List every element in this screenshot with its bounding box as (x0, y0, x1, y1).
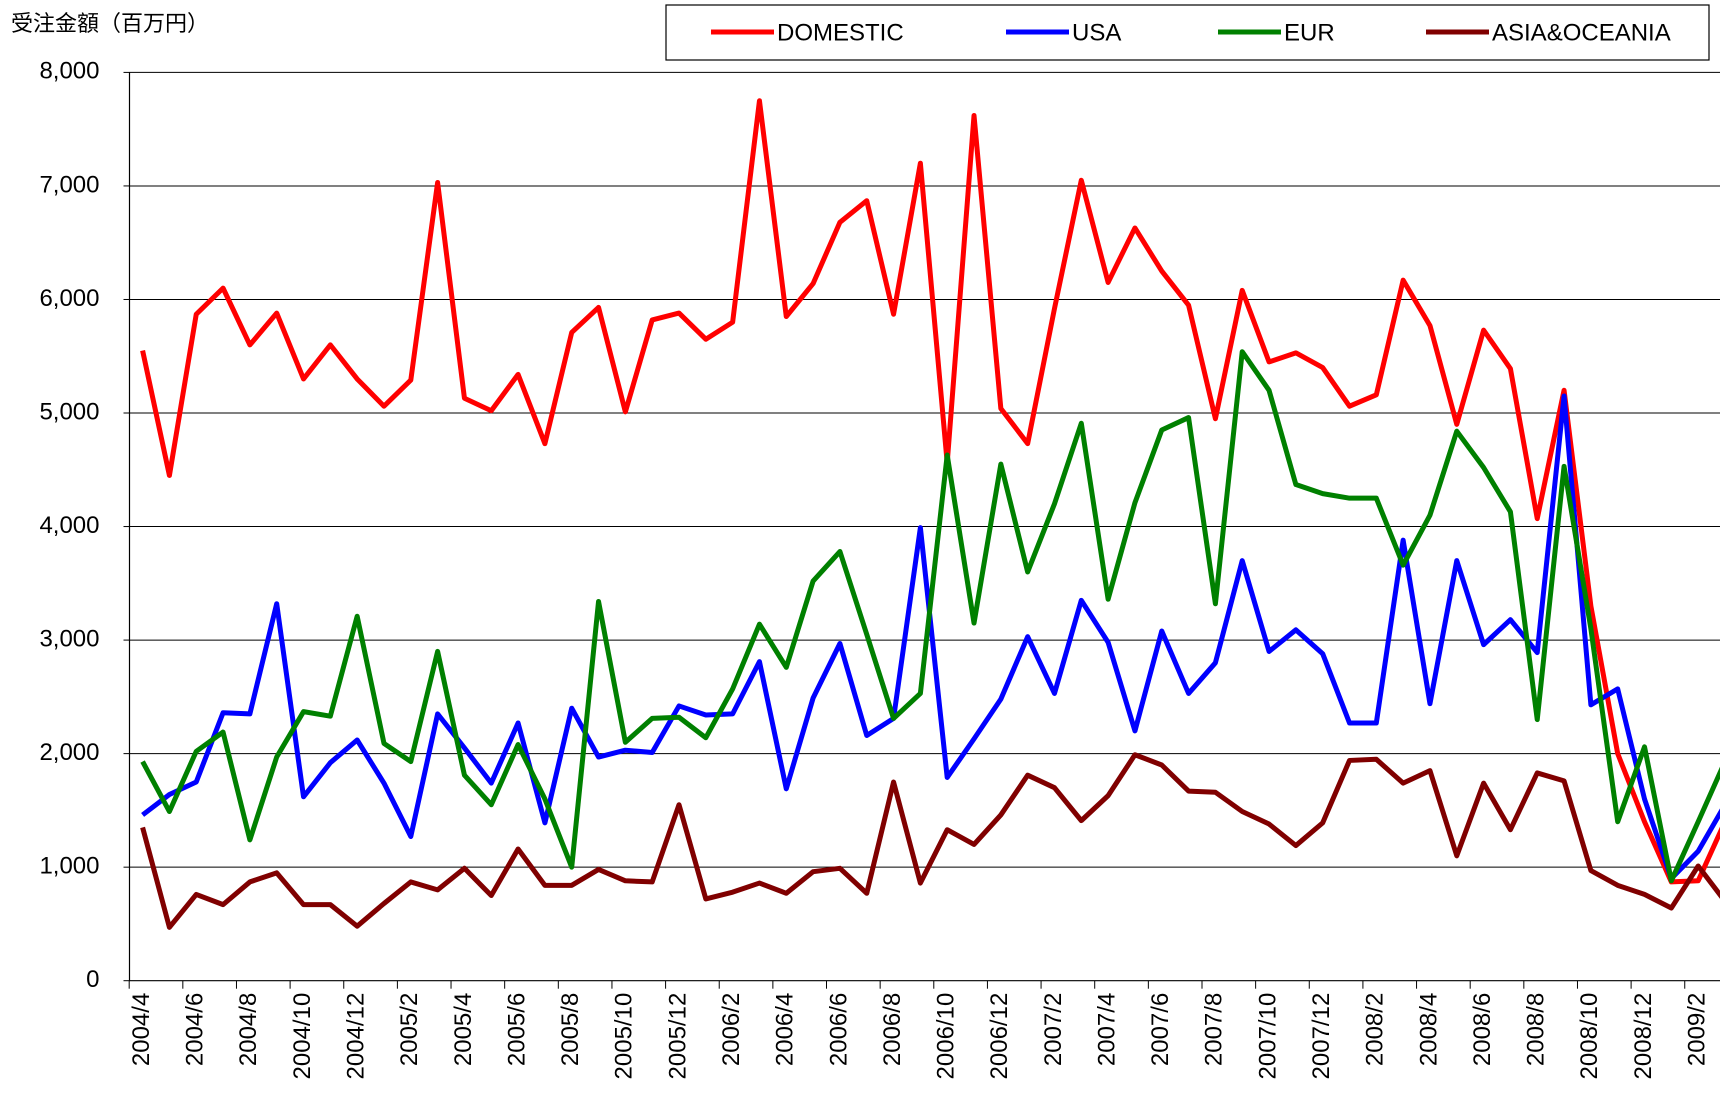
x-tick-label: 2008/4 (1415, 993, 1442, 1066)
legend-label: USA (1072, 19, 1121, 46)
x-tick-label: 2007/4 (1093, 993, 1120, 1066)
x-tick-label: 2008/2 (1362, 993, 1389, 1066)
y-tick-label: 1,000 (39, 853, 99, 880)
x-tick-label: 2004/10 (289, 993, 316, 1080)
x-tick-label: 2004/12 (343, 993, 370, 1080)
x-tick-label: 2005/6 (503, 993, 530, 1066)
y-tick-label: 5,000 (39, 398, 99, 425)
y-tick-label: 0 (86, 966, 99, 993)
x-tick-label: 2004/8 (235, 993, 262, 1066)
series-line (141, 393, 1720, 882)
series-line (140, 349, 1720, 884)
x-tick-label: 2007/6 (1147, 993, 1174, 1066)
x-tick-label: 2005/2 (396, 993, 423, 1066)
y-tick-label: 6,000 (39, 285, 99, 312)
x-tick-label: 2005/10 (611, 993, 638, 1080)
x-tick-label: 2008/8 (1523, 993, 1550, 1066)
x-tick-label: 2006/4 (772, 993, 799, 1066)
x-tick-label: 2006/2 (718, 993, 745, 1066)
x-tick-label: 2007/10 (1254, 993, 1281, 1080)
y-tick-label: 3,000 (39, 625, 99, 652)
series-line (140, 98, 1720, 885)
x-tick-label: 2005/12 (664, 993, 691, 1080)
series-line (140, 752, 1720, 930)
x-tick-label: 2005/8 (557, 993, 584, 1066)
y-tick-label: 7,000 (39, 171, 99, 198)
y-tick-label: 8,000 (39, 58, 99, 85)
x-tick-label: 2007/8 (1201, 993, 1228, 1066)
x-tick-label: 2004/4 (128, 993, 155, 1066)
y-tick-label: 2,000 (39, 739, 99, 766)
x-tick-label: 2006/6 (825, 993, 852, 1066)
y-tick-label: 4,000 (39, 512, 99, 539)
y-axis-label: 受注金額（百万円） (11, 11, 209, 36)
x-tick-label: 2008/12 (1630, 993, 1657, 1080)
x-tick-label: 2006/10 (933, 993, 960, 1080)
legend-label: ASIA&OCEANIA (1492, 19, 1671, 46)
x-tick-label: 2005/4 (450, 993, 477, 1066)
legend-label: DOMESTIC (777, 19, 904, 46)
x-tick-label: 2006/12 (986, 993, 1013, 1080)
legend-box (665, 4, 1710, 61)
x-tick-label: 2007/2 (1040, 993, 1067, 1066)
x-tick-label: 2004/6 (182, 993, 209, 1066)
legend-label: EUR (1284, 19, 1335, 46)
x-tick-label: 2007/12 (1308, 993, 1335, 1080)
x-tick-label: 2008/6 (1469, 993, 1496, 1066)
plot-lines (140, 98, 1720, 930)
x-tick-label: 2009/2 (1684, 993, 1711, 1066)
x-tick-label: 2008/10 (1576, 993, 1603, 1080)
x-tick-label: 2006/8 (879, 993, 906, 1066)
